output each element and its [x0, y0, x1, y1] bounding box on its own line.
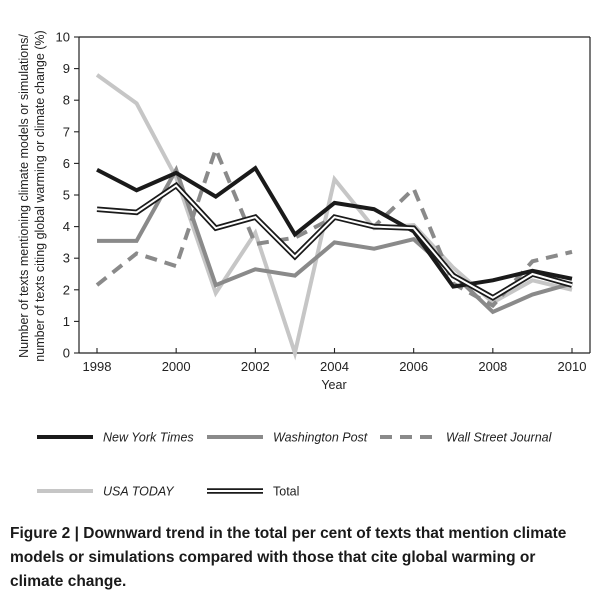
legend-wall-street-journal-label: Wall Street Journal: [446, 431, 553, 445]
y-tick-label: 0: [63, 346, 70, 361]
y-tick-label: 4: [63, 219, 70, 234]
y-tick-label: 2: [63, 282, 70, 297]
x-tick-label: 2010: [558, 359, 587, 374]
legend-washington-post-label: Washington Post: [273, 431, 368, 445]
x-tick-label: 1998: [83, 359, 112, 374]
y-axis-title: Number of texts mentioning climate model…: [17, 30, 47, 361]
line-chart: 0 1 2 3 4 5 6 7 8 9 10 1998 2000 2002 2004 2006 2008 201…: [17, 30, 591, 499]
x-tick-label: 2004: [320, 359, 349, 374]
y-tick-label: 3: [63, 251, 70, 266]
series-usa-today-line: [95, 73, 573, 361]
series-total-line-inner: [96, 184, 573, 299]
legend-wall-street-journal: Wall Street Journal: [380, 431, 553, 445]
y-tick-label: 6: [63, 156, 70, 171]
y-axis-title-line: number of texts citing global warming or…: [33, 30, 47, 361]
series-layer: [95, 73, 573, 361]
y-tick-label: 7: [63, 124, 70, 139]
x-axis-title: Year: [321, 378, 346, 392]
figure-caption-label: Figure 2 |: [10, 525, 84, 542]
y-ticks: 0 1 2 3 4 5 6 7 8 9 10: [56, 30, 79, 361]
legend-usa-today-label: USA TODAY: [103, 485, 175, 499]
figure-caption: Figure 2 | Downward trend in the total p…: [10, 522, 590, 594]
axes: [78, 36, 591, 354]
series-new-york-times-line: [96, 165, 573, 289]
legend-new-york-times-label: New York Times: [103, 431, 194, 445]
x-tick-label: 2002: [241, 359, 270, 374]
y-tick-label: 8: [63, 93, 70, 108]
x-tick-label: 2006: [399, 359, 428, 374]
y-axis-title-line: Number of texts mentioning climate model…: [17, 34, 31, 358]
legend-total-label: Total: [273, 485, 299, 499]
series-wall-street-journal-line: [95, 143, 573, 309]
y-tick-label: 10: [56, 30, 70, 45]
legend-usa-today: USA TODAY: [37, 485, 175, 499]
y-tick-label: 9: [63, 61, 70, 76]
svg-text:Number of texts mentioning cli: Number of texts mentioning climate model…: [17, 30, 47, 361]
legend-washington-post: Washington Post: [207, 431, 368, 445]
legend: New York Times Washington Post Wall Street…: [37, 431, 553, 499]
x-tick-label: 2000: [162, 359, 191, 374]
legend-total: Total: [207, 485, 299, 499]
figure-caption-text: Downward trend in the total per cent of …: [10, 525, 567, 590]
x-tick-label: 2008: [478, 359, 507, 374]
y-tick-label: 5: [63, 188, 70, 203]
legend-new-york-times: New York Times: [37, 431, 194, 445]
x-ticks: 1998 2000 2002 2004 2006 2008 2010: [83, 348, 587, 374]
y-tick-label: 1: [63, 314, 70, 329]
series-washington-post-line: [97, 164, 573, 315]
